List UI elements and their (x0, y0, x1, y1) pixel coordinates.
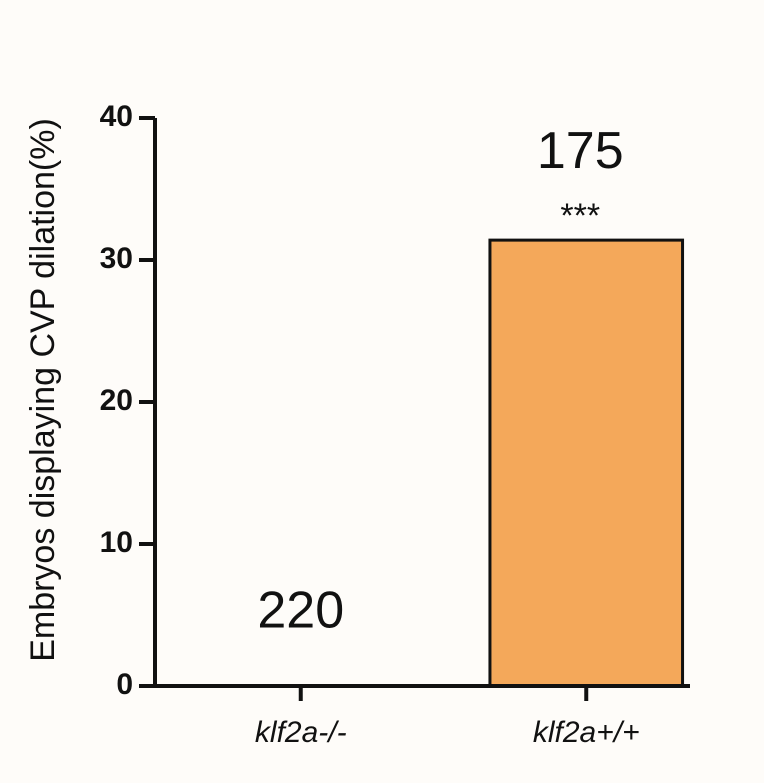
x-tick-label: klf2a+/+ (533, 716, 640, 749)
y-tick-label: 20 (100, 384, 133, 417)
x-tick-label: klf2a-/- (255, 716, 347, 749)
y-tick-label: 40 (100, 100, 133, 133)
sample-size-label: 220 (257, 582, 344, 640)
sample-size-label: 175 (537, 122, 624, 180)
y-tick-label: 0 (116, 668, 133, 701)
significance-label: *** (560, 197, 600, 235)
bar (488, 238, 685, 688)
y-tick-label: 10 (100, 526, 133, 559)
y-axis-label: Embryos displaying CVP dilation(%) (24, 118, 62, 662)
y-tick-label: 30 (100, 242, 133, 275)
